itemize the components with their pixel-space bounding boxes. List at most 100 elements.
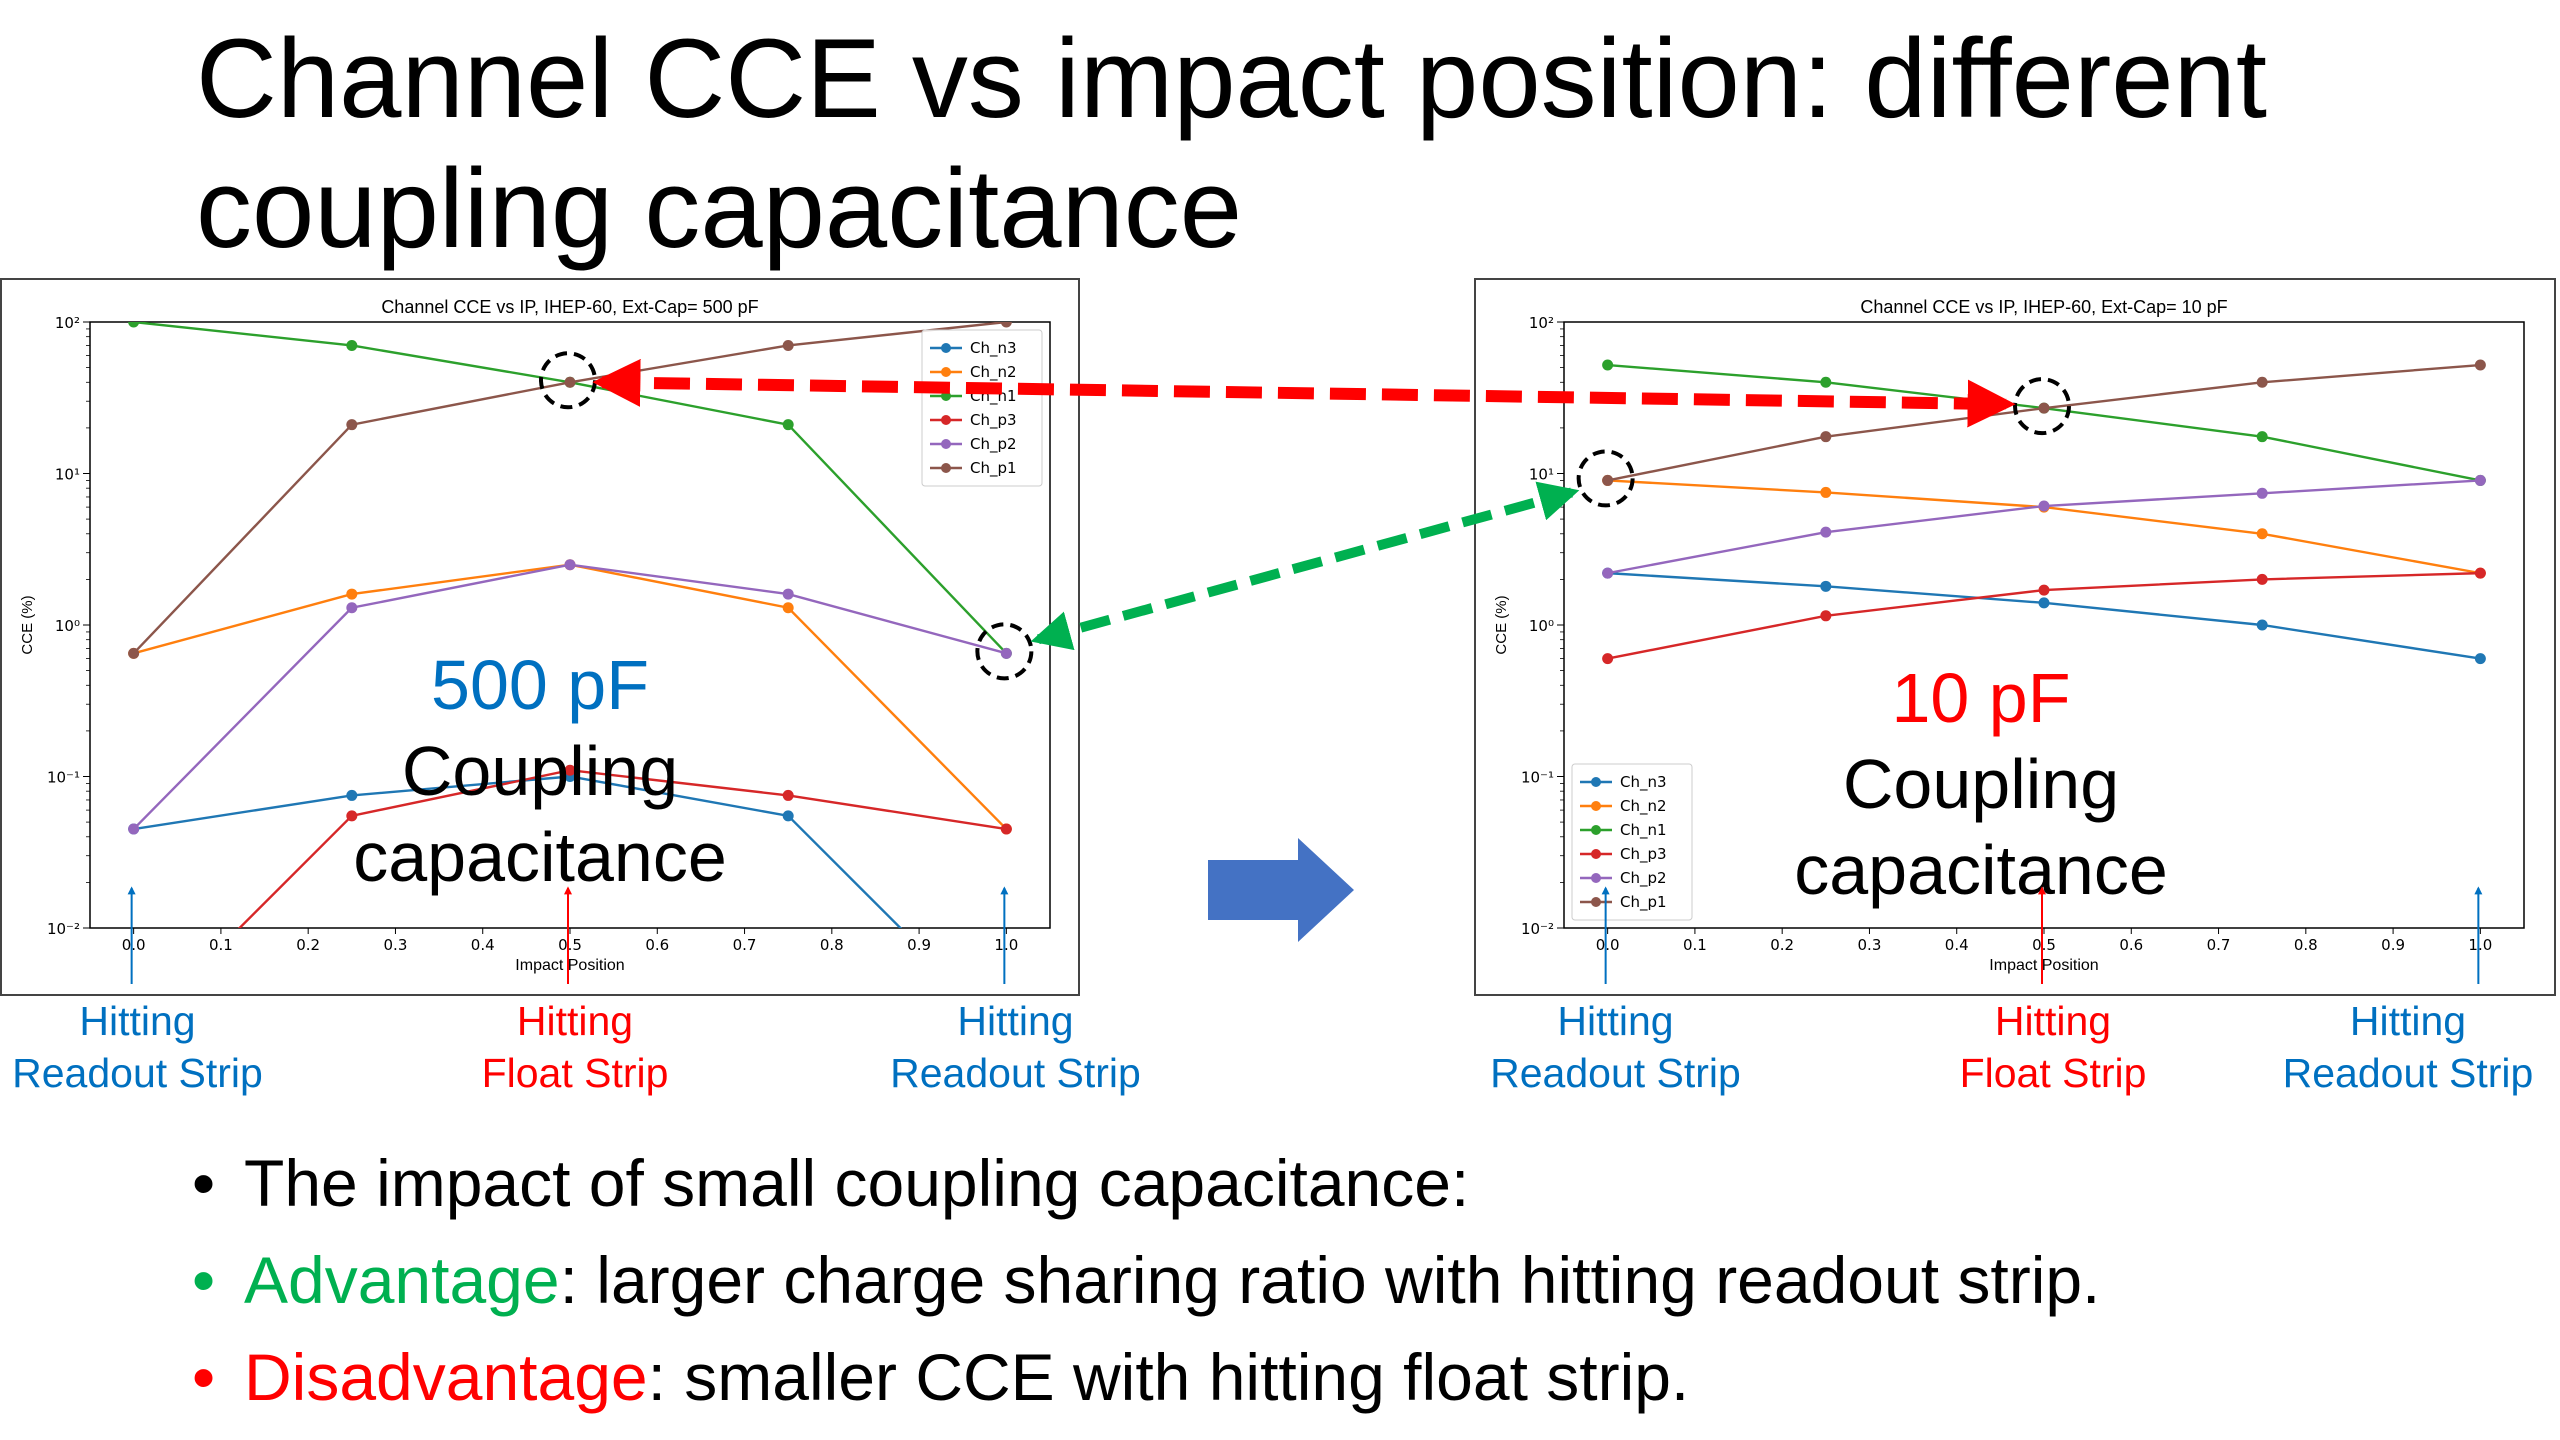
y-tick-label: 10⁻² [47, 920, 80, 938]
chart-panel-10pf: Channel CCE vs IP, IHEP-60, Ext-Cap= 10 … [1474, 278, 2556, 996]
slide-title: Channel CCE vs impact position: differen… [196, 16, 2267, 271]
cap-annotation-10pf: 10 pF Coupling capacitance [1771, 655, 2191, 913]
point-Ch_p3 [2256, 573, 2268, 585]
point-Ch_p3 [2038, 584, 2050, 596]
point-Ch_p3 [1820, 610, 1832, 622]
hit-word: Hitting [2349, 998, 2467, 1044]
point-Ch_n3 [782, 810, 794, 822]
x-tick-label: 0.1 [1683, 936, 1707, 954]
y-tick-label: 10⁻¹ [47, 769, 80, 787]
legend-label-Ch_n3: Ch_n3 [1620, 773, 1667, 792]
hit-word: Hitting [957, 998, 1074, 1044]
point-Ch_p1 [1820, 431, 1832, 443]
y-axis-label: CCE (%) [19, 595, 36, 654]
hit-strip: Float Strip [481, 1050, 669, 1096]
y-tick-label: 10⁰ [55, 617, 80, 635]
x-tick-label: 0.7 [2207, 936, 2231, 954]
point-Ch_p2 [782, 588, 794, 600]
point-Ch_p2 [2038, 500, 2050, 512]
legend-marker-Ch_p1 [941, 463, 951, 473]
hit-strip: Float Strip [1959, 1050, 2147, 1096]
hit-readout-label-left-0: Hitting Readout Strip [0, 995, 275, 1099]
x-tick-label: 0.0 [122, 936, 146, 954]
y-tick-label: 10¹ [55, 466, 80, 484]
x-tick-label: 1.0 [2468, 936, 2492, 954]
y-tick-label: 10² [55, 314, 80, 332]
point-Ch_p1 [782, 339, 794, 351]
hit-word: Hitting [516, 998, 634, 1044]
legend-label-Ch_n3: Ch_n3 [970, 339, 1017, 358]
cap-word-capacitance: capacitance [353, 818, 727, 896]
hit-readout-label-left-1: Hitting Readout Strip [878, 995, 1153, 1099]
hit-strip: Readout Strip [12, 1050, 263, 1096]
bullet-text: : smaller CCE with hitting float strip. [647, 1340, 1690, 1414]
x-tick-label: 0.2 [296, 936, 320, 954]
legend-marker-Ch_n2 [1591, 801, 1601, 811]
legend-marker-Ch_p2 [1591, 873, 1601, 883]
x-tick-label: 0.2 [1770, 936, 1794, 954]
point-Ch_p1 [564, 376, 576, 388]
point-Ch_p2 [346, 602, 358, 614]
chart-title: Channel CCE vs IP, IHEP-60, Ext-Cap= 500… [381, 297, 758, 317]
legend-marker-Ch_n3 [941, 343, 951, 353]
x-tick-label: 0.3 [1858, 936, 1882, 954]
point-Ch_p1 [2038, 402, 2050, 414]
hit-word: Hitting [1557, 998, 1674, 1044]
legend-label-Ch_p1: Ch_p1 [970, 459, 1017, 478]
legend-marker-Ch_p2 [941, 439, 951, 449]
legend-label-Ch_n2: Ch_n2 [1620, 797, 1667, 816]
x-tick-label: 0.5 [2032, 936, 2056, 954]
x-tick-label: 0.0 [1596, 936, 1620, 954]
point-Ch_n2 [346, 588, 358, 600]
legend-label-Ch_p3: Ch_p3 [970, 411, 1017, 430]
y-axis-label: CCE (%) [1493, 595, 1510, 654]
legend-label-Ch_n2: Ch_n2 [970, 363, 1017, 382]
point-Ch_p3 [1602, 653, 1614, 665]
hit-strip: Readout Strip [2282, 1050, 2534, 1096]
cap-word-coupling: Coupling [1842, 745, 2120, 823]
bullet-disadvantage: Disadvantage: smaller CCE with hitting f… [192, 1329, 2100, 1426]
cap-annotation-500pf: 500 pF Coupling capacitance [300, 642, 780, 900]
point-Ch_p3 [1000, 823, 1012, 835]
hit-float-label-right: Hitting Float Strip [1918, 995, 2188, 1099]
point-Ch_p1 [1000, 322, 1012, 328]
chart-panel-500pf: Channel CCE vs IP, IHEP-60, Ext-Cap= 500… [0, 278, 1080, 996]
point-Ch_n1 [346, 339, 358, 351]
hit-strip: Readout Strip [890, 1050, 1141, 1096]
legend-label-Ch_n1: Ch_n1 [1620, 821, 1667, 840]
legend-marker-Ch_n1 [1591, 825, 1601, 835]
x-tick-label: 0.9 [2381, 936, 2405, 954]
point-Ch_n3 [346, 789, 358, 801]
legend-marker-Ch_p3 [941, 415, 951, 425]
legend-marker-Ch_n1 [941, 391, 951, 401]
point-Ch_p3 [346, 810, 358, 822]
y-tick-label: 10² [1529, 314, 1554, 332]
x-axis-label: Impact Position [515, 957, 624, 974]
point-Ch_p2 [2256, 487, 2268, 499]
bullet-keyword: Advantage [244, 1243, 560, 1317]
point-Ch_p1 [2474, 359, 2486, 371]
hit-word: Hitting [1994, 998, 2112, 1044]
x-tick-label: 0.9 [907, 936, 931, 954]
point-Ch_n3 [2474, 653, 2486, 665]
bullet-text: The impact of small coupling capacitance… [244, 1146, 1470, 1220]
point-Ch_p2 [1000, 647, 1012, 659]
hit-word: Hitting [79, 998, 196, 1044]
point-Ch_p2 [564, 559, 576, 571]
series-line-Ch_n1 [133, 322, 1008, 655]
bullet-advantage: Advantage: larger charge sharing ratio w… [192, 1232, 2100, 1329]
x-tick-label: 0.5 [558, 936, 582, 954]
point-Ch_n2 [2256, 528, 2268, 540]
y-tick-label: 10⁰ [1529, 617, 1554, 635]
hit-readout-label-right-0: Hitting Readout Strip [1478, 995, 1753, 1099]
point-Ch_n1 [2256, 431, 2268, 443]
point-Ch_n3 [1820, 580, 1832, 592]
series-line-Ch_p2 [1607, 479, 2481, 575]
y-tick-label: 10⁻¹ [1521, 769, 1554, 787]
point-Ch_p3 [782, 789, 794, 801]
bullet-list: The impact of small coupling capacitance… [192, 1135, 2100, 1426]
legend-marker-Ch_n2 [941, 367, 951, 377]
x-axis-label: Impact Position [1989, 957, 2098, 974]
point-Ch_p3 [564, 764, 576, 776]
cap-value-10pf: 10 pF [1891, 659, 2071, 737]
